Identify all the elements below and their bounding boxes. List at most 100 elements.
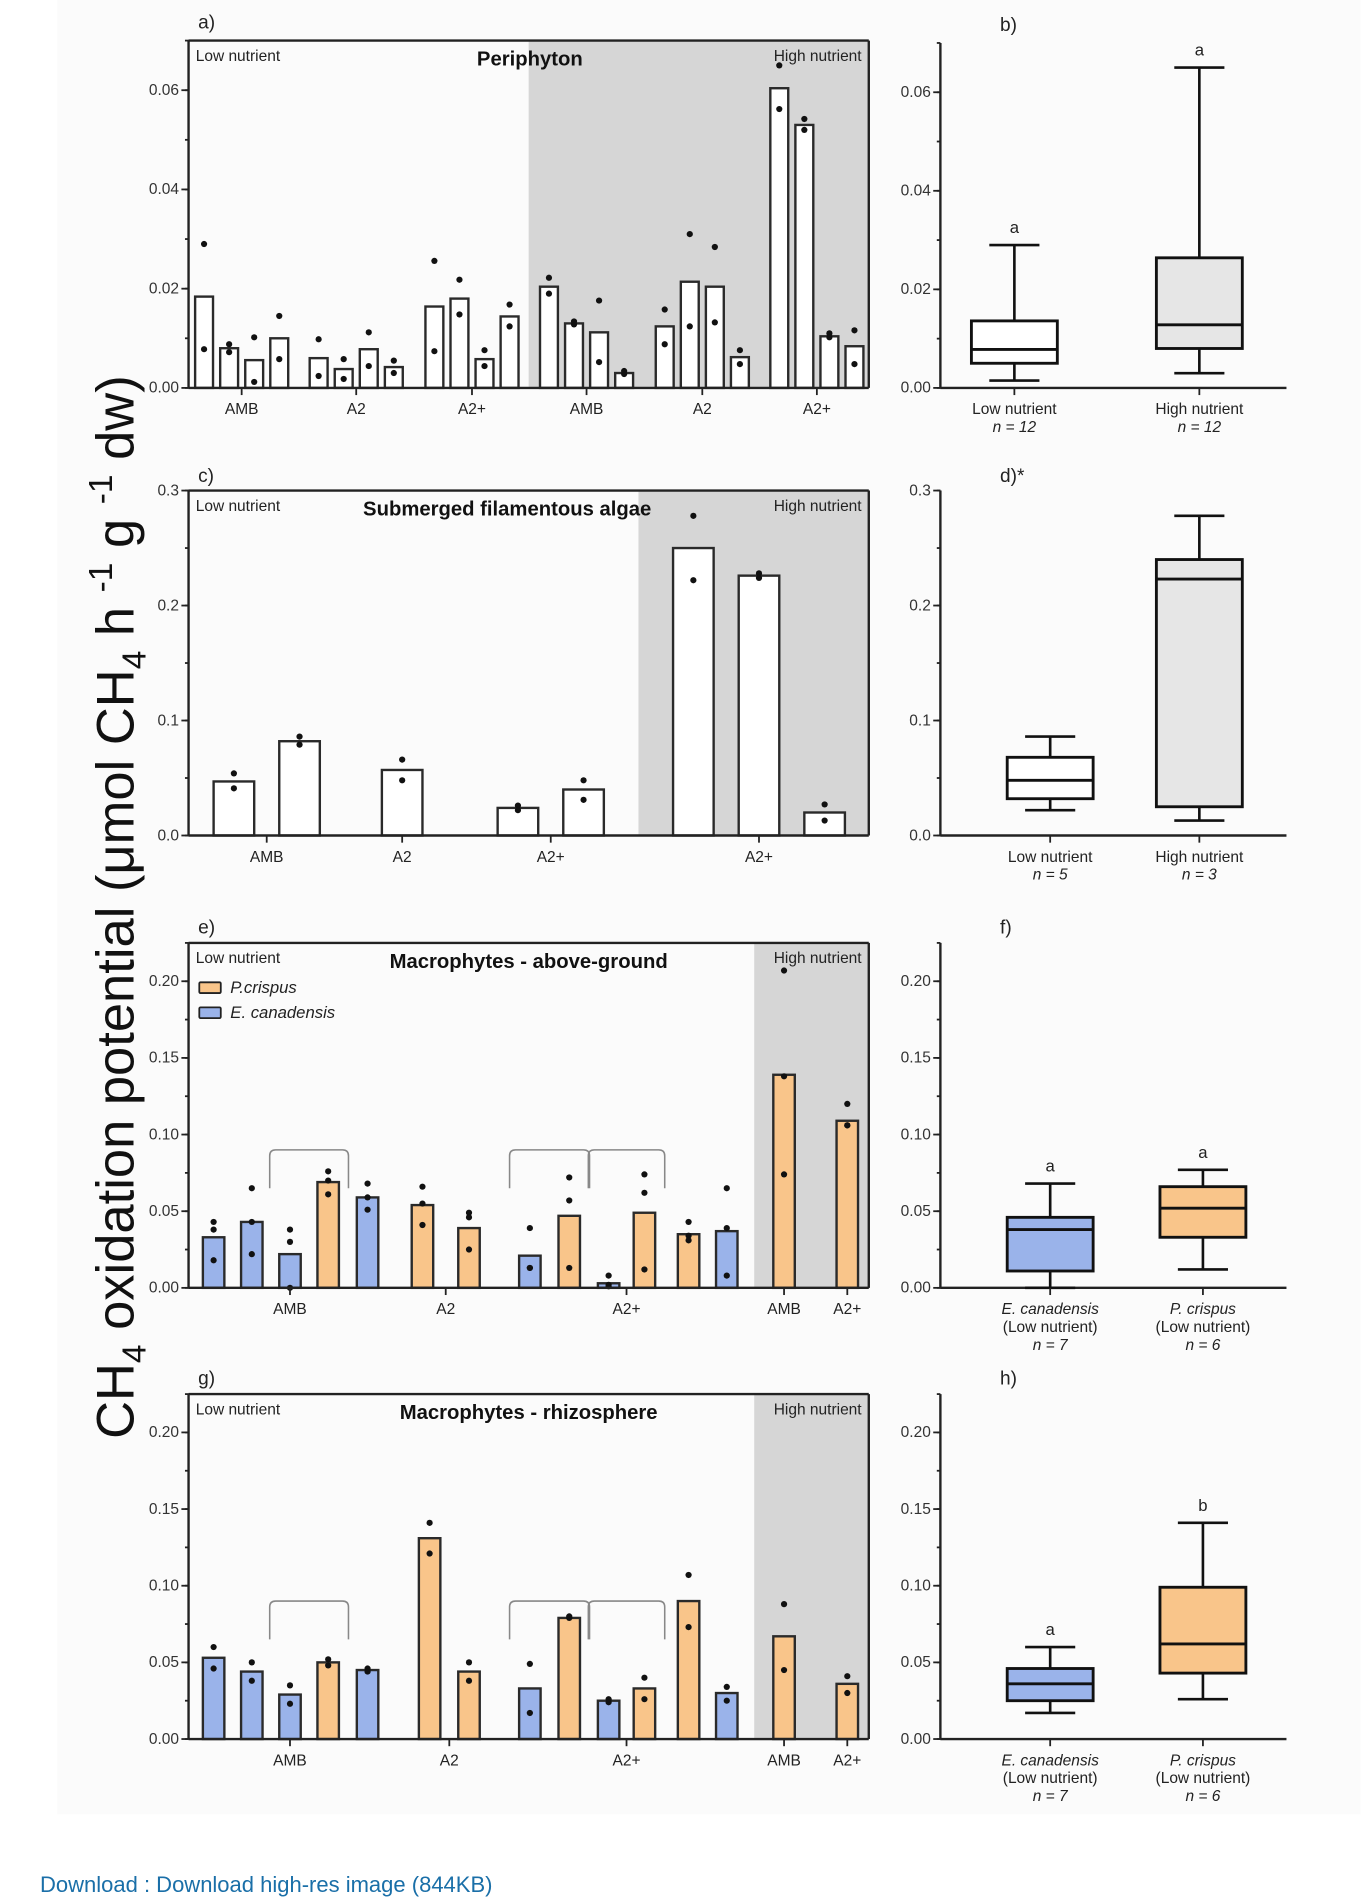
bar — [562, 788, 606, 837]
data-point — [399, 777, 406, 784]
data-point — [286, 1238, 294, 1245]
x-category-label: A2+ — [613, 1752, 641, 1769]
data-point — [431, 257, 438, 264]
bar — [714, 1229, 739, 1290]
pair-bracket — [587, 1600, 666, 1640]
box-iqr — [1154, 558, 1244, 809]
data-point — [851, 360, 858, 368]
data-point — [325, 1177, 332, 1184]
bar — [269, 337, 290, 390]
data-point — [595, 359, 603, 366]
data-point — [685, 1218, 692, 1226]
data-point — [595, 297, 603, 304]
y-tick-label: 0.10 — [901, 1577, 932, 1594]
significance-letter: b — [1198, 1496, 1207, 1515]
y-tick-label: 0.05 — [149, 1203, 179, 1220]
panel-letter: a) — [198, 13, 215, 34]
data-point — [210, 1257, 217, 1264]
x-category-label: A2 — [393, 849, 412, 866]
data-point — [419, 1221, 426, 1229]
data-point — [821, 817, 828, 824]
data-point — [364, 1206, 371, 1213]
data-point — [230, 785, 238, 792]
x-category-label: A2 — [693, 401, 712, 418]
legend-swatch-p-crispus — [198, 981, 222, 994]
panel-title: Periphyton — [477, 49, 583, 71]
x-category-label: A2+ — [833, 1301, 861, 1318]
y-tick-label: 0.20 — [149, 1424, 180, 1441]
legend-swatch-e-canadensis — [198, 1006, 222, 1020]
box-category-sublabel: (Low nutrient) — [1156, 1319, 1251, 1336]
data-point — [506, 323, 513, 330]
y-tick-label: 0.1 — [157, 712, 179, 729]
x-category-label: AMB — [250, 849, 284, 866]
bar — [410, 1203, 435, 1290]
bar — [772, 1635, 796, 1741]
data-point — [580, 777, 587, 784]
y-tick-label: 0.20 — [149, 973, 180, 990]
data-point — [685, 1624, 692, 1631]
data-point — [566, 1197, 573, 1204]
low-nutrient-label: Low nutrient — [196, 48, 281, 65]
pair-bracket — [268, 1149, 350, 1189]
data-point — [325, 1656, 332, 1663]
data-point — [315, 372, 322, 380]
data-point — [210, 1665, 217, 1672]
y-tick-label: 0.2 — [909, 597, 931, 614]
box-category-sublabel: (Low nutrient) — [1156, 1770, 1251, 1787]
y-tick-label: 0.0 — [909, 827, 931, 844]
y-tick-label: 0.10 — [149, 1126, 180, 1143]
bar — [193, 295, 215, 390]
data-point — [844, 1100, 851, 1107]
data-point — [641, 1696, 648, 1703]
box-category-label: E. canadensis — [1001, 1301, 1099, 1318]
bar — [517, 1254, 542, 1290]
panel-c-filamentous-algae: 0.0 0.1 0.2 0.3 c) Submerged filamentous alga… — [157, 466, 870, 866]
data-point — [210, 1218, 217, 1226]
data-point — [686, 230, 693, 238]
low-nutrient-label: Low nutrient — [196, 1401, 281, 1418]
box-category-label: P. crispus — [1170, 1301, 1236, 1318]
data-point — [685, 1232, 692, 1239]
box-category-sublabel: (Low nutrient) — [1003, 1319, 1098, 1336]
y-tick-label: 0.0 — [157, 827, 179, 844]
box-category-label: High nutrient — [1155, 401, 1244, 418]
data-point — [248, 1251, 255, 1258]
data-point — [776, 62, 783, 69]
y-tick-label: 0.15 — [149, 1050, 179, 1067]
y-tick-label: 0.05 — [149, 1654, 179, 1671]
data-point — [566, 1174, 573, 1181]
sample-size-label: n = 12 — [1178, 419, 1222, 436]
data-point — [465, 1209, 473, 1216]
data-point — [506, 301, 513, 308]
data-point — [276, 312, 283, 320]
data-point — [248, 1659, 255, 1666]
x-category-label: A2 — [436, 1301, 455, 1318]
x-category-label: A2 — [440, 1752, 459, 1769]
data-point — [514, 802, 522, 809]
data-point — [315, 336, 322, 343]
data-point — [801, 126, 808, 133]
y-axis-title-text: CH4 oxidation potential (μmol CH4 h -1 g… — [83, 375, 153, 1439]
pair-bracket — [587, 1149, 666, 1189]
x-category-label: AMB — [767, 1752, 801, 1769]
data-point — [736, 347, 743, 354]
sample-size-label: n = 5 — [1033, 867, 1068, 884]
download-link[interactable]: Download : Download high-res image (844K… — [40, 1872, 493, 1897]
legend-label: E. canadensis — [230, 1003, 335, 1022]
y-tick-label: 0.3 — [909, 482, 931, 499]
data-point — [251, 378, 258, 386]
bar — [769, 87, 790, 390]
bar — [819, 335, 840, 390]
bar — [278, 1252, 302, 1290]
data-point — [286, 1226, 294, 1233]
data-point — [780, 1171, 788, 1178]
data-point — [605, 1272, 612, 1279]
bar — [679, 280, 700, 390]
data-point — [723, 1697, 730, 1704]
significance-letter: a — [1198, 1143, 1208, 1162]
bar — [278, 740, 322, 837]
